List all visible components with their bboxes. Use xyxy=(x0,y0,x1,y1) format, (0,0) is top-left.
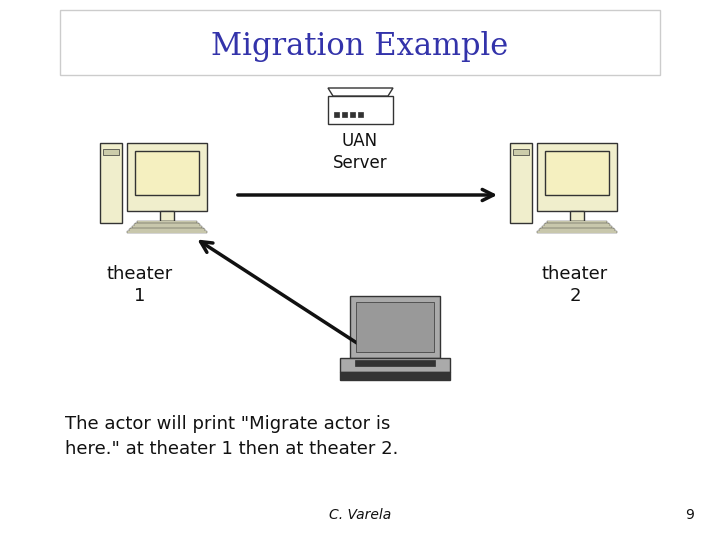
Bar xyxy=(100,143,122,223)
Bar xyxy=(537,231,617,233)
Bar xyxy=(342,112,347,117)
Bar xyxy=(356,302,434,352)
Bar xyxy=(130,228,204,230)
Bar xyxy=(340,372,450,380)
Bar xyxy=(513,149,529,155)
Bar xyxy=(544,224,611,226)
Text: UAN
Server: UAN Server xyxy=(333,132,387,172)
Bar xyxy=(334,112,339,117)
Text: C. Varela: C. Varela xyxy=(329,508,391,522)
Bar xyxy=(134,224,200,226)
Bar xyxy=(129,230,205,232)
Bar xyxy=(350,296,440,358)
Bar xyxy=(510,143,532,223)
Bar xyxy=(132,226,202,228)
Bar xyxy=(547,221,607,223)
Bar xyxy=(358,112,363,117)
Bar xyxy=(350,112,355,117)
Polygon shape xyxy=(328,88,393,96)
Bar xyxy=(103,149,119,155)
Bar xyxy=(340,358,450,372)
Bar xyxy=(328,96,393,124)
Bar xyxy=(540,228,613,230)
Bar xyxy=(135,151,199,195)
Bar xyxy=(135,222,199,225)
Bar xyxy=(570,211,584,221)
Bar xyxy=(127,231,207,233)
Bar xyxy=(60,10,660,75)
Text: The actor will print "Migrate actor is
here." at theater 1 then at theater 2.: The actor will print "Migrate actor is h… xyxy=(65,415,398,458)
Text: theater
2: theater 2 xyxy=(542,265,608,305)
Bar xyxy=(137,221,197,223)
Bar xyxy=(545,222,608,225)
Text: theater
1: theater 1 xyxy=(107,265,173,305)
Bar xyxy=(537,143,617,211)
Bar xyxy=(127,143,207,211)
Bar xyxy=(542,226,612,228)
Bar xyxy=(160,211,174,221)
Bar xyxy=(539,230,616,232)
Text: Migration Example: Migration Example xyxy=(212,31,508,63)
Bar xyxy=(545,151,609,195)
Text: 9: 9 xyxy=(685,508,694,522)
Bar xyxy=(355,360,435,366)
